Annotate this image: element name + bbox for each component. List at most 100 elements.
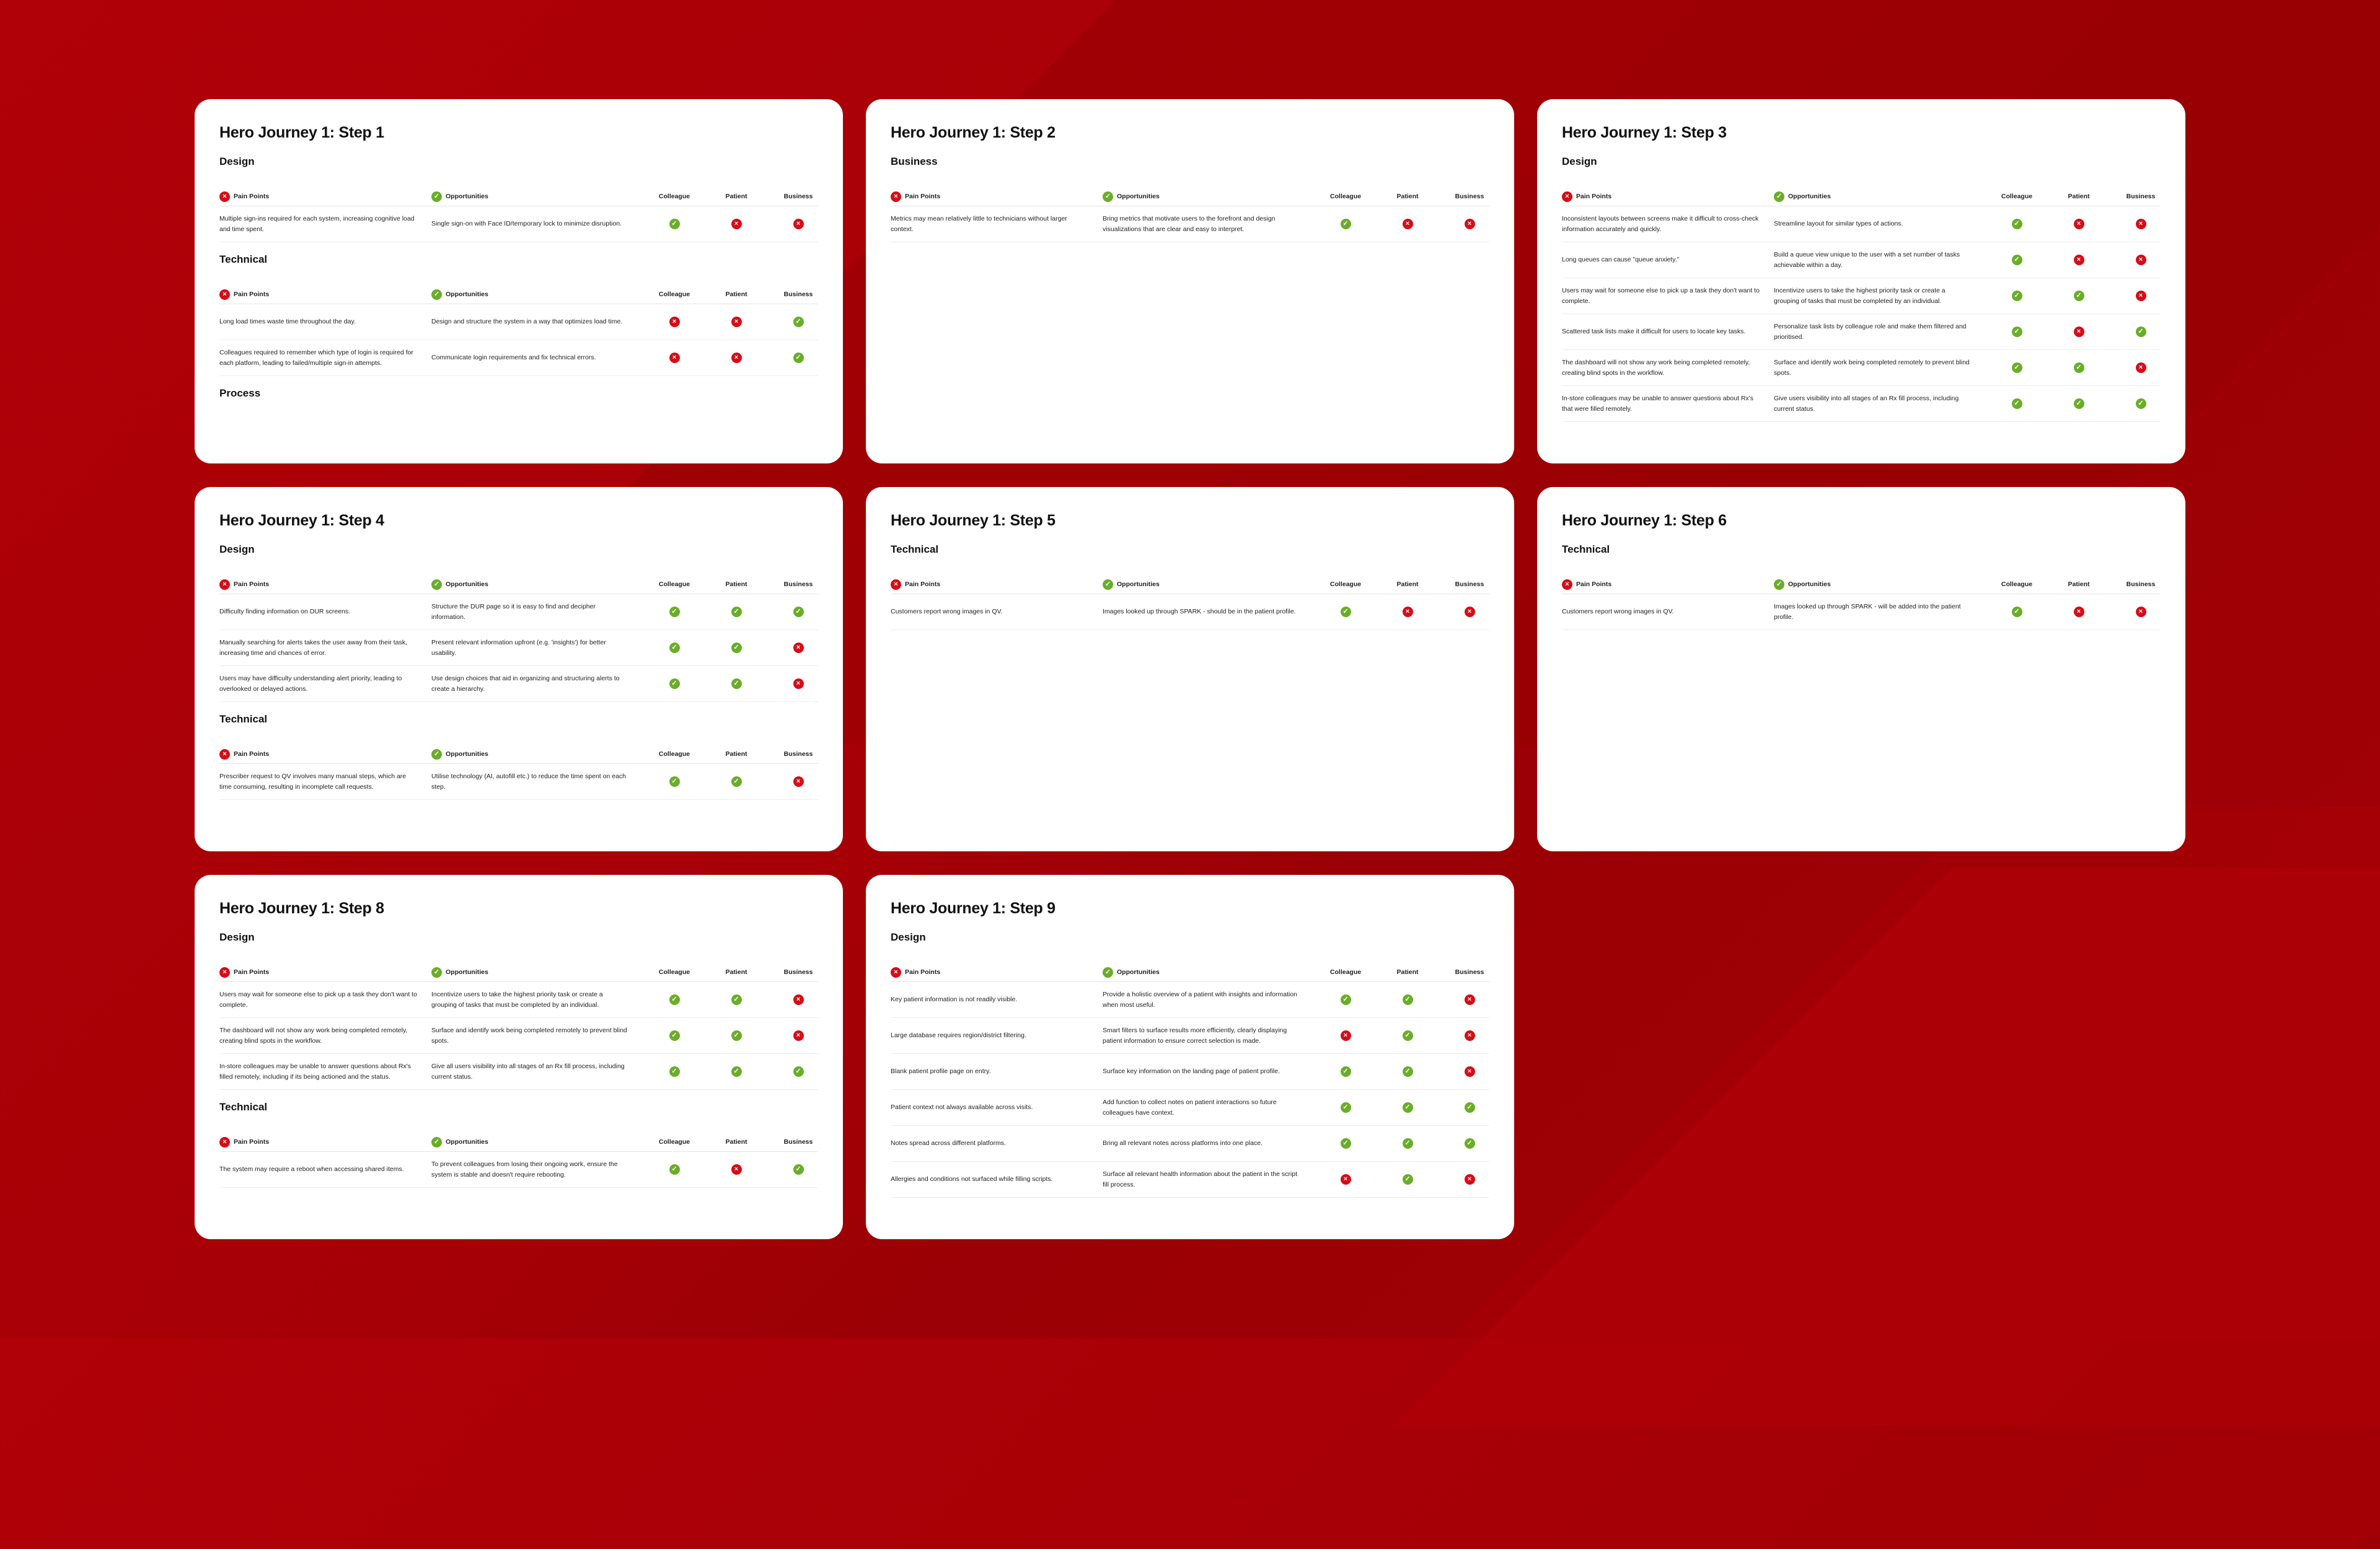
- patient-header: Patient: [2068, 192, 2090, 200]
- table-header: × Pain Points ✓ Opportunities Colleague Patie…: [891, 963, 1489, 982]
- card-title: Hero Journey 1: Step 2: [891, 124, 1056, 141]
- business-cell: ×: [2110, 362, 2172, 373]
- colleague-cell: ✓: [1315, 219, 1377, 229]
- patient-header: Patient: [1396, 580, 1419, 588]
- check-icon: ✓: [2135, 398, 2146, 409]
- patient-header: Patient: [725, 290, 747, 298]
- x-icon: ×: [731, 317, 742, 327]
- pain-point-text: The system may require a reboot when acc…: [219, 1165, 404, 1173]
- card-title: Hero Journey 1: Step 1: [219, 124, 384, 141]
- check-icon: ✓: [793, 1066, 804, 1077]
- patient-header: Patient: [1396, 192, 1419, 200]
- patient-cell: ✓: [2048, 398, 2110, 409]
- pain-point-text: Scattered task lists make it difficult f…: [1562, 328, 1746, 335]
- x-icon: ×: [1402, 607, 1413, 617]
- pain-points-label: Pain Points: [905, 192, 941, 200]
- check-icon: ✓: [1402, 1030, 1413, 1041]
- colleague-cell: ✓: [1315, 1102, 1377, 1113]
- x-circle-icon: ×: [219, 289, 230, 300]
- pain-points-label: Pain Points: [234, 580, 270, 588]
- colleague-header: Colleague: [2001, 192, 2033, 200]
- section-title: Design: [219, 931, 255, 943]
- business-cell: ×: [1439, 219, 1501, 229]
- opportunity-text: Add function to collect notes on patient…: [1103, 1098, 1277, 1117]
- x-icon: ×: [1340, 1174, 1351, 1185]
- assessment-table: × Pain Points ✓ Opportunities Colleague Patie…: [891, 575, 1489, 630]
- opportunities-label: Opportunities: [446, 580, 488, 588]
- pain-points-label: Pain Points: [905, 580, 941, 588]
- opportunities-header: ✓ Opportunities: [1103, 191, 1315, 202]
- colleague-cell: ✓: [1986, 327, 2048, 337]
- table-row: Metrics may mean relatively little to te…: [891, 206, 1489, 242]
- x-icon: ×: [793, 776, 804, 787]
- assessment-table: × Pain Points ✓ Opportunities Colleague Patie…: [891, 187, 1489, 242]
- opportunities-header: ✓ Opportunities: [1103, 579, 1315, 590]
- check-icon: ✓: [2011, 607, 2022, 617]
- colleague-header: Colleague: [658, 750, 690, 758]
- patient-header: Patient: [2068, 580, 2090, 588]
- business-cell: ×: [1439, 994, 1501, 1005]
- business-cell: ×: [2110, 219, 2172, 229]
- business-header: Business: [2126, 192, 2156, 200]
- colleague-cell: ×: [1315, 1174, 1377, 1185]
- check-circle-icon: ✓: [1774, 579, 1784, 590]
- colleague-cell: ×: [1315, 1030, 1377, 1041]
- colleague-cell: ✓: [643, 994, 705, 1005]
- check-icon: ✓: [1402, 1066, 1413, 1077]
- section-title: Business: [891, 156, 938, 167]
- business-header: Business: [783, 580, 813, 588]
- table-row: Long load times waste time throughout th…: [219, 304, 818, 340]
- journey-card: Hero Journey 1: Step 5 Technical × Pain Poi…: [866, 487, 1514, 851]
- check-icon: ✓: [669, 219, 680, 229]
- opportunities-label: Opportunities: [1788, 192, 1831, 200]
- x-circle-icon: ×: [1562, 191, 1572, 202]
- x-icon: ×: [2073, 327, 2084, 337]
- patient-cell: ×: [705, 353, 767, 363]
- colleague-header: Colleague: [658, 290, 690, 298]
- colleague-header: Colleague: [658, 192, 690, 200]
- table-header: × Pain Points ✓ Opportunities Colleague Patie…: [219, 1133, 818, 1152]
- assessment-table: × Pain Points ✓ Opportunities Colleague Patie…: [219, 187, 818, 242]
- x-icon: ×: [1464, 219, 1475, 229]
- pain-points-header: × Pain Points: [891, 967, 1103, 978]
- assessment-table: × Pain Points ✓ Opportunities Colleague Patie…: [219, 1133, 818, 1188]
- opportunity-text: Streamline layout for similar types of a…: [1774, 220, 1903, 227]
- x-circle-icon: ×: [891, 579, 901, 590]
- table-row: Prescriber request to QV involves many m…: [219, 764, 818, 800]
- check-icon: ✓: [1464, 1102, 1475, 1113]
- table-row: In-store colleagues may be unable to ans…: [219, 1054, 818, 1090]
- business-cell: ✓: [767, 317, 829, 327]
- business-header: Business: [1455, 580, 1484, 588]
- pain-points-header: × Pain Points: [1562, 191, 1774, 202]
- colleague-cell: ✓: [1986, 255, 2048, 265]
- check-icon: ✓: [2135, 327, 2146, 337]
- pain-point-text: Large database requires region/district …: [891, 1032, 1026, 1039]
- check-icon: ✓: [731, 643, 742, 653]
- journey-card: Hero Journey 1: Step 2 Business × Pain Poin…: [866, 99, 1514, 463]
- business-cell: ×: [767, 219, 829, 229]
- journey-card: Hero Journey 1: Step 4 Design × Pain Points…: [195, 487, 843, 851]
- opportunities-header: ✓ Opportunities: [431, 191, 643, 202]
- table-row: Customers report wrong images in QV. Imag…: [1562, 594, 2161, 630]
- pain-point-text: Users may wait for someone else to pick …: [219, 990, 417, 1009]
- x-icon: ×: [669, 317, 680, 327]
- check-icon: ✓: [2011, 219, 2022, 229]
- opportunities-header: ✓ Opportunities: [431, 289, 643, 300]
- business-cell: ×: [2110, 607, 2172, 617]
- colleague-cell: ✓: [643, 678, 705, 689]
- colleague-cell: ×: [643, 353, 705, 363]
- check-circle-icon: ✓: [431, 191, 442, 202]
- patient-cell: ×: [705, 1164, 767, 1175]
- check-icon: ✓: [1340, 1102, 1351, 1113]
- x-icon: ×: [1464, 1030, 1475, 1041]
- opportunity-text: Surface and identify work being complete…: [1774, 358, 1970, 377]
- business-cell: ✓: [767, 607, 829, 617]
- opportunity-text: Bring metrics that motivate users to the…: [1103, 214, 1276, 233]
- check-icon: ✓: [1402, 1102, 1413, 1113]
- patient-cell: ✓: [1377, 1138, 1439, 1149]
- background-shape: [1395, 867, 2380, 1425]
- check-icon: ✓: [669, 1066, 680, 1077]
- pain-point-text: Inconsistent layouts between screens mak…: [1562, 214, 1759, 233]
- pain-point-text: In-store colleagues may be unable to ans…: [219, 1062, 412, 1081]
- pain-points-header: × Pain Points: [891, 579, 1103, 590]
